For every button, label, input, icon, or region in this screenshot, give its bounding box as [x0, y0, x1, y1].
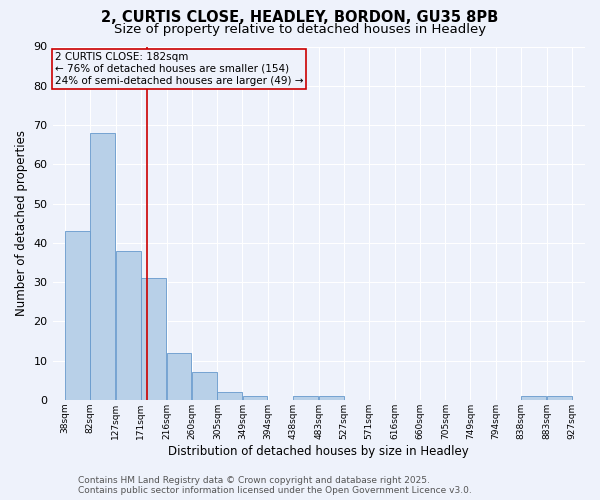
Bar [547, 396, 572, 400]
Bar [217, 392, 242, 400]
Bar [65, 231, 90, 400]
X-axis label: Distribution of detached houses by size in Headley: Distribution of detached houses by size … [169, 444, 469, 458]
Text: Size of property relative to detached houses in Headley: Size of property relative to detached ho… [114, 22, 486, 36]
Bar [242, 396, 268, 400]
Text: Contains HM Land Registry data © Crown copyright and database right 2025.
Contai: Contains HM Land Registry data © Crown c… [78, 476, 472, 495]
Y-axis label: Number of detached properties: Number of detached properties [15, 130, 28, 316]
Bar [141, 278, 166, 400]
Text: 2 CURTIS CLOSE: 182sqm
← 76% of detached houses are smaller (154)
24% of semi-de: 2 CURTIS CLOSE: 182sqm ← 76% of detached… [55, 52, 304, 86]
Bar [167, 352, 191, 400]
Bar [116, 250, 141, 400]
Bar [319, 396, 344, 400]
Bar [192, 372, 217, 400]
Bar [521, 396, 546, 400]
Text: 2, CURTIS CLOSE, HEADLEY, BORDON, GU35 8PB: 2, CURTIS CLOSE, HEADLEY, BORDON, GU35 8… [101, 10, 499, 25]
Bar [293, 396, 318, 400]
Bar [91, 133, 115, 400]
